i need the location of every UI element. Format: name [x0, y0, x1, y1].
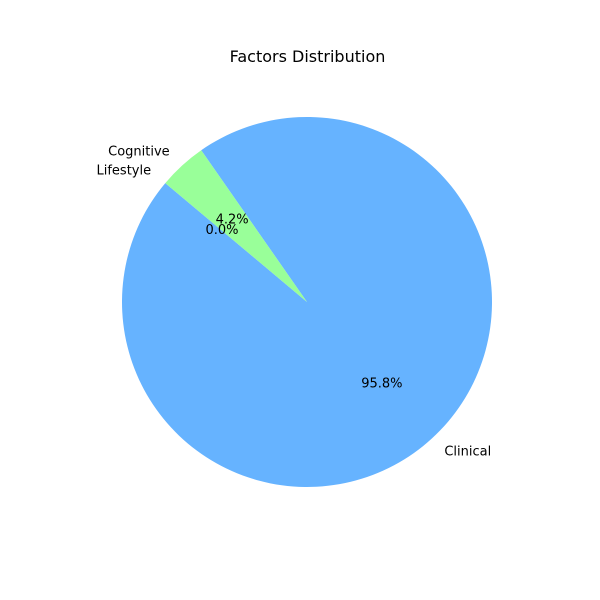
percent-label-lifestyle: 0.0%	[205, 223, 238, 238]
percent-label-cognitive: 4.2%	[216, 213, 249, 228]
percent-label-clinical: 95.8%	[361, 376, 402, 391]
chart-title: Factors Distribution	[229, 47, 386, 66]
category-label-clinical: Clinical	[444, 445, 491, 460]
pie-slice-cognitive	[165, 150, 307, 302]
category-label-cognitive: Cognitive	[108, 144, 170, 159]
category-label-lifestyle: Lifestyle	[97, 164, 152, 179]
